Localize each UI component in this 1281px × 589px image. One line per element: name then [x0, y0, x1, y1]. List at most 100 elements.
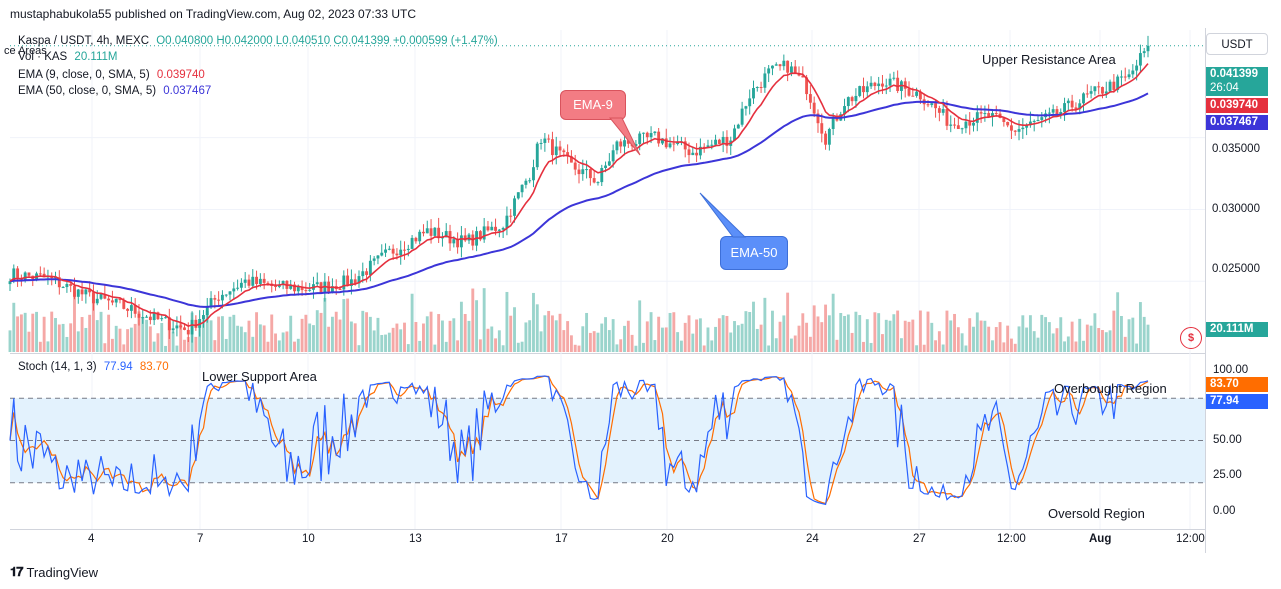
volume-bar: [1059, 317, 1063, 352]
volume-bar: [801, 313, 805, 352]
candle-body: [133, 305, 137, 314]
candle-body: [733, 128, 736, 141]
volume-bar: [304, 314, 308, 352]
volume-bar: [296, 338, 300, 352]
candle-body: [843, 106, 846, 115]
stoch-tick: 0.00: [1213, 505, 1236, 517]
volume-bar: [228, 316, 232, 352]
volume-bar: [23, 312, 27, 352]
candle-body: [566, 152, 570, 157]
candle-body: [672, 143, 676, 145]
stochastic-pane: [9, 375, 1205, 506]
candle-body: [406, 248, 410, 250]
volume-bar: [759, 324, 763, 352]
volume-bar: [103, 343, 107, 352]
volume-bar: [156, 333, 160, 352]
candle-body: [486, 226, 490, 231]
volume-bar: [1040, 314, 1044, 352]
volume-bar: [8, 330, 12, 352]
volume-bar: [509, 315, 513, 352]
volume-bar: [615, 344, 619, 352]
volume-bar: [926, 311, 930, 352]
volume-bar: [179, 322, 183, 352]
volume-bar: [422, 323, 425, 352]
candle-body: [789, 66, 793, 73]
volume-bar: [945, 310, 949, 352]
candle-body: [547, 138, 551, 140]
candle-body: [171, 328, 175, 331]
candle-body: [888, 78, 892, 86]
volume-bar: [558, 313, 562, 352]
volume-bar: [934, 340, 938, 352]
candle-body: [911, 95, 915, 97]
volume-bar: [839, 312, 843, 352]
candle-body: [429, 228, 433, 236]
volume-bar: [953, 313, 956, 352]
volume-bar: [1138, 302, 1142, 352]
currency-flag-icon[interactable]: $: [1180, 327, 1202, 349]
candle-body: [247, 279, 251, 286]
candle-body: [535, 143, 539, 168]
volume-bar: [16, 316, 20, 352]
candle-body: [239, 282, 243, 288]
currency-button[interactable]: USDT: [1206, 33, 1268, 55]
candle-body: [812, 102, 816, 114]
volume-bar: [771, 310, 774, 352]
volume-bar: [767, 345, 771, 352]
candle-body: [152, 312, 156, 321]
candle-body: [137, 313, 141, 318]
candle-body: [274, 286, 277, 288]
candle-body: [1009, 125, 1013, 131]
volume-bar: [429, 311, 433, 352]
candle-body: [69, 283, 73, 286]
candle-body: [349, 279, 353, 286]
candle-body: [1104, 91, 1108, 94]
volume-bar: [171, 331, 175, 352]
volume-bar: [858, 315, 862, 352]
candle-body: [1074, 107, 1078, 110]
volume-bar: [463, 313, 467, 352]
candle-body: [365, 271, 369, 275]
ema-lines: [9, 63, 1149, 327]
ema50-badge: 0.037467: [1206, 115, 1268, 130]
candle-body: [186, 329, 190, 335]
volume-bar: [884, 319, 888, 352]
candle-body: [129, 305, 133, 311]
candle-body: [456, 239, 460, 248]
candle-body: [258, 278, 262, 284]
volume-bar: [672, 312, 676, 352]
volume-bar: [330, 316, 334, 352]
volume-bar: [581, 326, 585, 352]
volume-bar: [285, 331, 289, 352]
volume-bar: [1093, 313, 1097, 352]
candle-body: [767, 68, 771, 74]
candle-body: [698, 146, 702, 156]
volume-bar: [698, 318, 702, 352]
candle-body: [710, 144, 714, 146]
candle-body: [497, 229, 501, 231]
volume-bar: [892, 314, 896, 352]
candle-body: [543, 138, 547, 143]
symbol-name: Kaspa / USDT, 4h, MEXC: [18, 35, 150, 47]
candle-body: [330, 286, 334, 292]
volume-bar: [592, 331, 596, 352]
footer-brand: TradingView: [26, 564, 99, 580]
volume-bar: [1131, 317, 1135, 352]
volume-bar: [862, 341, 865, 352]
candle-body: [300, 286, 304, 291]
candle-body: [532, 167, 535, 181]
price-tick: 0.035000: [1212, 143, 1260, 155]
candle-body: [691, 152, 695, 156]
candle-body: [964, 121, 968, 129]
volume-bar: [1002, 342, 1006, 352]
candle-body: [418, 231, 422, 242]
candle-body: [877, 83, 881, 87]
candle-body: [357, 276, 361, 284]
candle-body: [896, 77, 900, 91]
candle-body: [509, 215, 513, 217]
ema9-callout: EMA-9: [560, 90, 626, 120]
volume-bar: [505, 291, 509, 352]
volume-bar: [611, 319, 615, 352]
candle-body: [1025, 125, 1029, 128]
